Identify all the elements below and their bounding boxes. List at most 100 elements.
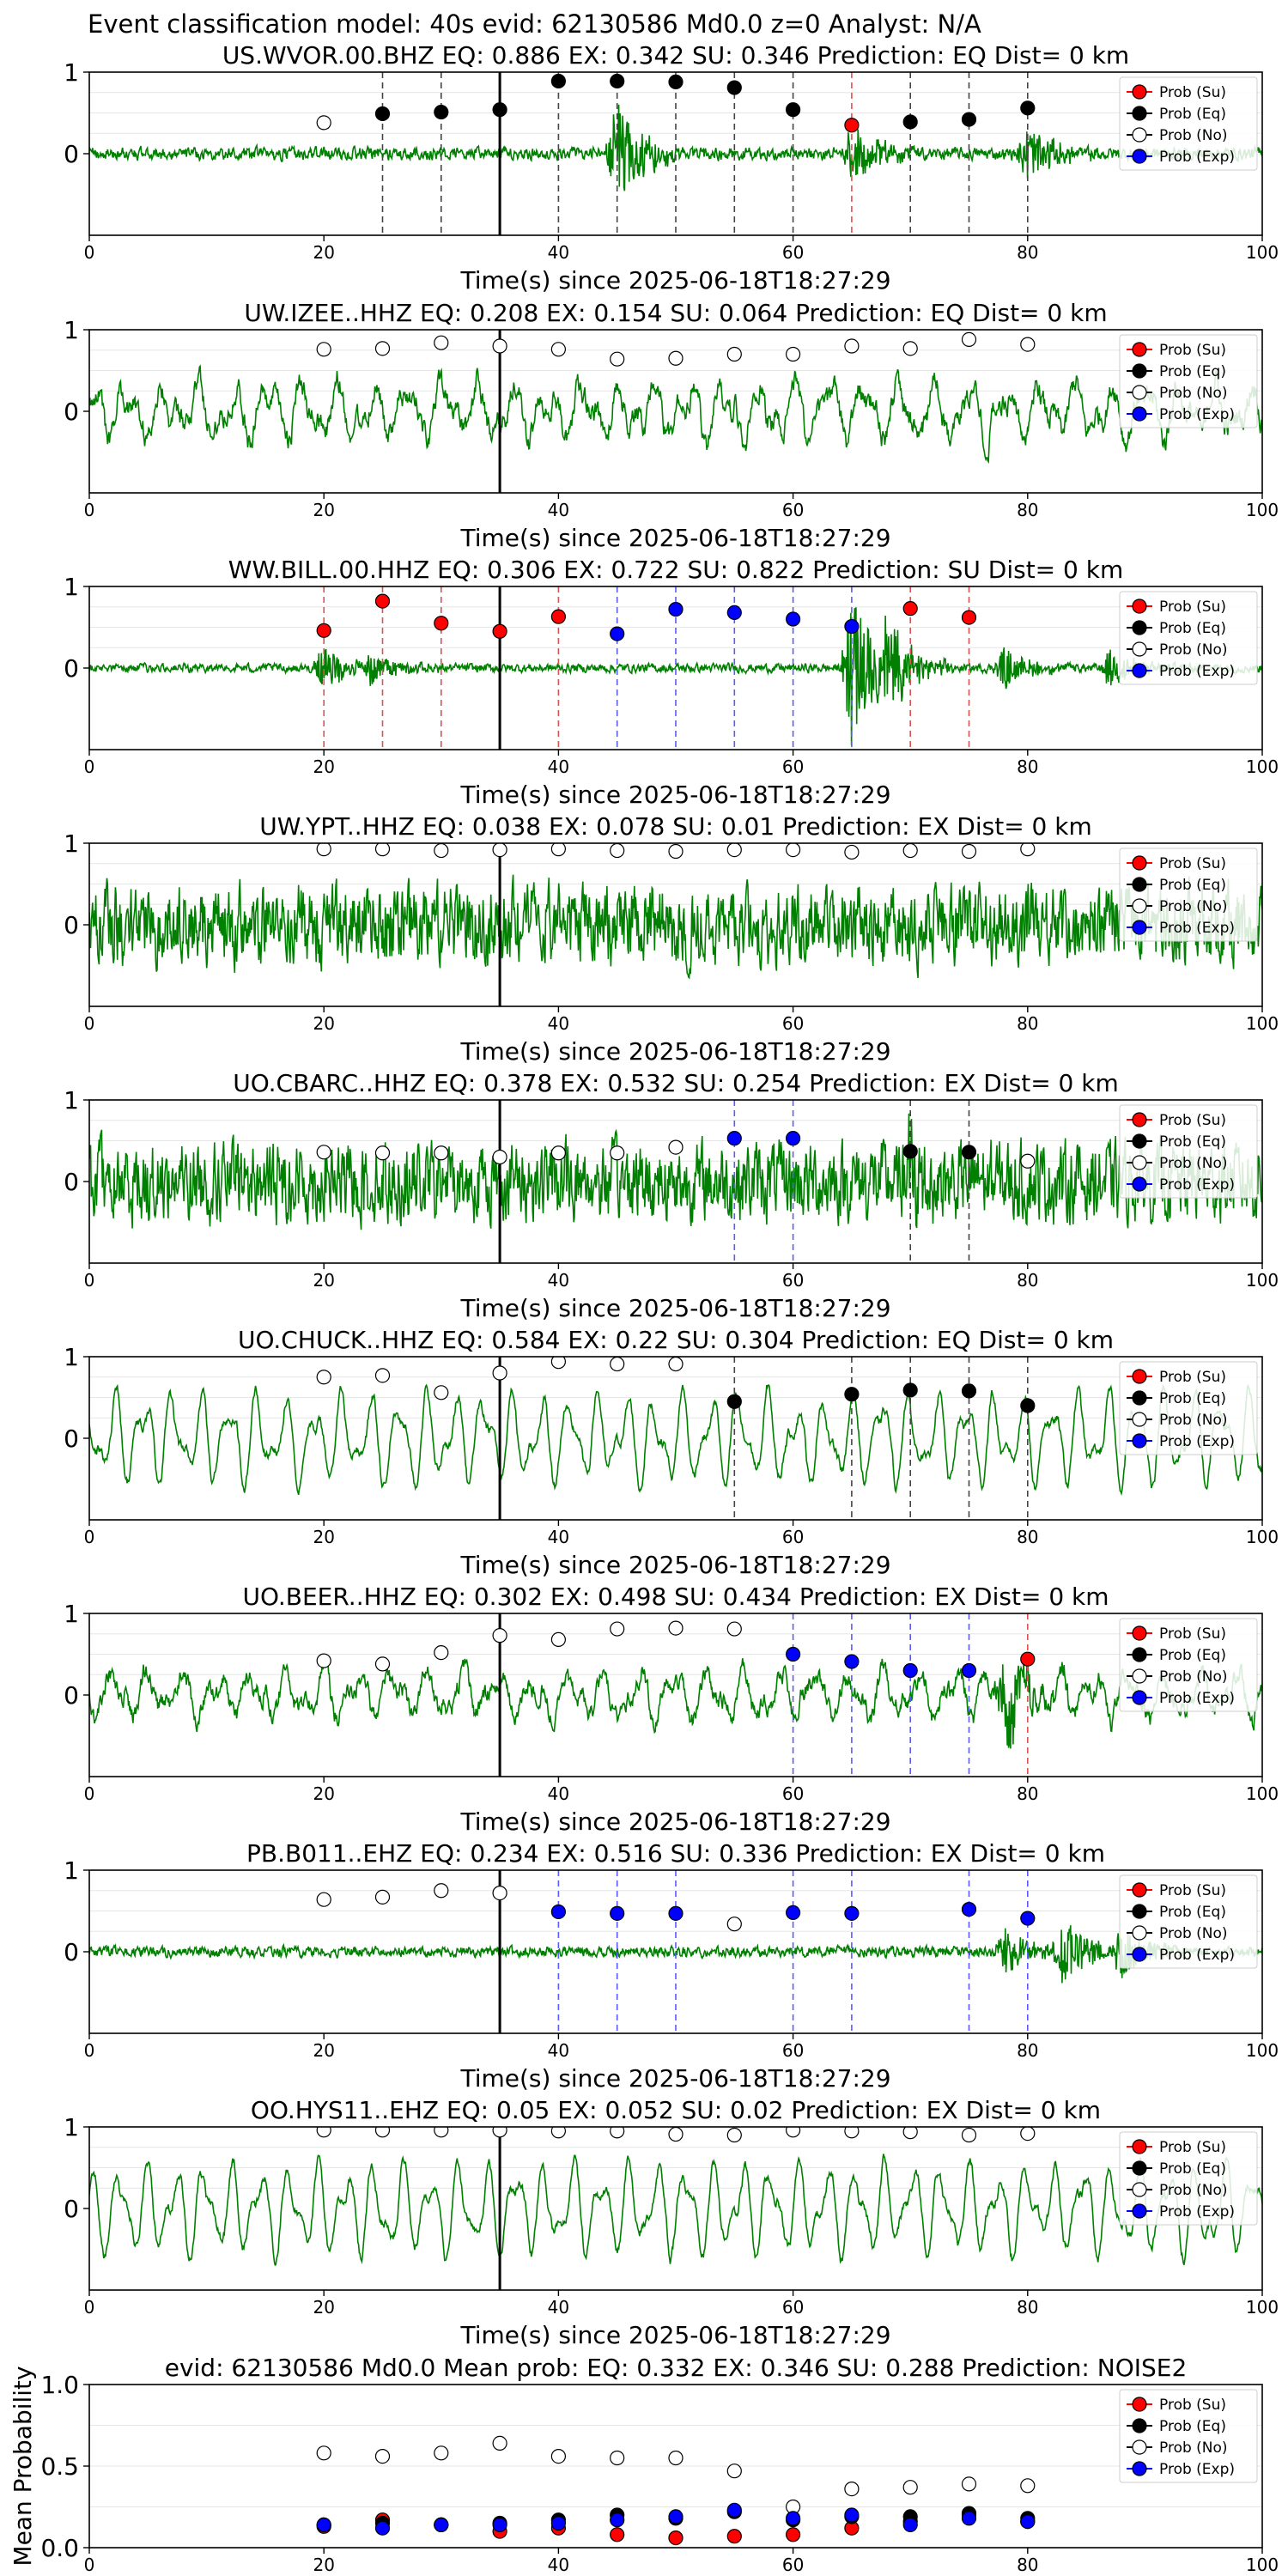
prob-point-no xyxy=(668,1139,683,1155)
mean-point-no xyxy=(610,2450,625,2466)
panel-title: UO.BEER..HHZ EQ: 0.302 EX: 0.498 SU: 0.4… xyxy=(242,1583,1109,1611)
legend-label-su: Prob (Su) xyxy=(1159,342,1226,359)
prob-point-no xyxy=(1020,1153,1036,1169)
panel-1: US.WVOR.00.BHZ EQ: 0.886 EX: 0.342 SU: 0… xyxy=(64,41,1279,295)
prob-point-no xyxy=(434,1145,449,1161)
waveform-trace xyxy=(89,1654,1262,1749)
waveform-trace xyxy=(89,1383,1262,1497)
mean-point-exp xyxy=(550,2515,567,2531)
prob-point-su xyxy=(961,610,977,625)
mean-point-no xyxy=(316,2445,331,2461)
prob-point-no xyxy=(434,1385,449,1400)
mean-point-no xyxy=(492,2435,507,2451)
legend: Prob (Su) Prob (Eq) Prob (No) Prob (Exp) xyxy=(1119,1361,1258,1455)
prob-point-no xyxy=(1020,2127,1036,2142)
prob-point-exp xyxy=(844,1654,860,1669)
legend-item-exp: Prob (Exp) xyxy=(1127,1947,1235,1964)
legend: Prob (Su) Prob (Eq) Prob (No) Prob (Exp) xyxy=(1119,848,1258,942)
x-tick-label: 40 xyxy=(548,1013,569,1034)
prob-point-no xyxy=(316,1892,331,1907)
prob-point-exp xyxy=(726,605,742,621)
legend-item-su: Prob (Su) xyxy=(1127,1882,1226,1899)
prob-point-no xyxy=(550,2127,566,2139)
y-tick-label: 0.0 xyxy=(40,2534,79,2562)
panel-title: UO.CHUCK..HHZ EQ: 0.584 EX: 0.22 SU: 0.3… xyxy=(238,1326,1114,1354)
legend-marker-no xyxy=(1132,1925,1147,1941)
mean-point-no xyxy=(668,2450,683,2466)
prob-point-no xyxy=(374,843,391,857)
mean-point-exp xyxy=(668,2509,683,2524)
legend-marker-exp xyxy=(1132,2461,1147,2476)
prob-point-no xyxy=(961,331,977,347)
y-tick-label: 1 xyxy=(64,58,79,87)
prob-point-no xyxy=(610,1145,625,1161)
legend-label-su: Prob (Su) xyxy=(1159,2139,1226,2156)
prob-point-no xyxy=(492,338,507,354)
legend-marker-no xyxy=(1132,1668,1147,1684)
legend-marker-eq xyxy=(1132,1647,1147,1662)
legend-marker-su xyxy=(1132,855,1147,871)
legend-marker-exp xyxy=(1132,1433,1147,1449)
legend-label-no: Prob (No) xyxy=(1159,127,1228,144)
x-tick-label: 40 xyxy=(548,2555,569,2575)
prob-point-exp xyxy=(550,1904,567,1920)
legend-item-exp: Prob (Exp) xyxy=(1127,920,1235,937)
legend-label-exp: Prob (Exp) xyxy=(1159,1690,1235,1707)
legend: Prob (Su) Prob (Eq) Prob (No) Prob (Exp) xyxy=(1119,2131,1258,2226)
x-tick-label: 80 xyxy=(1017,1270,1038,1291)
x-tick-label: 20 xyxy=(313,1527,334,1547)
mean-point-exp xyxy=(785,2511,801,2526)
x-axis-label: Time(s) since 2025-06-18T18:27:29 xyxy=(459,266,890,295)
x-tick-label: 80 xyxy=(1017,2297,1038,2318)
legend-item-exp: Prob (Exp) xyxy=(1127,1433,1235,1450)
panel-3: WW.BILL.00.HHZ EQ: 0.306 EX: 0.722 SU: 0… xyxy=(64,556,1279,809)
prob-point-no xyxy=(668,1620,683,1636)
x-tick-label: 20 xyxy=(313,500,334,520)
prob-point-no xyxy=(726,1917,742,1932)
mean-point-su xyxy=(610,2527,625,2543)
prob-point-exp xyxy=(961,1902,977,1917)
prob-point-eq xyxy=(1020,1398,1036,1413)
legend-item-su: Prob (Su) xyxy=(1127,1625,1226,1643)
legend-label-eq: Prob (Eq) xyxy=(1159,1904,1226,1921)
waveform-trace xyxy=(89,1113,1262,1230)
prob-point-no xyxy=(726,1621,742,1637)
x-tick-label: 0 xyxy=(84,242,95,263)
prob-point-no xyxy=(316,843,331,857)
prob-point-no xyxy=(726,2127,742,2143)
legend-box xyxy=(1119,1104,1258,1199)
legend-item-exp: Prob (Exp) xyxy=(1127,2461,1235,2478)
prob-point-eq xyxy=(902,114,918,130)
prob-point-no xyxy=(610,351,625,367)
legend-label-su: Prob (Su) xyxy=(1159,598,1226,616)
prob-point-no xyxy=(550,1357,566,1370)
prob-point-eq xyxy=(610,73,625,89)
x-tick-label: 0 xyxy=(84,2555,95,2575)
y-axis-label: Mean Probability xyxy=(9,2366,37,2566)
legend-marker-exp xyxy=(1132,1947,1147,1962)
legend-label-exp: Prob (Exp) xyxy=(1159,149,1235,166)
prob-point-no xyxy=(550,1145,567,1161)
prob-point-eq xyxy=(961,112,977,127)
plot-area xyxy=(89,2425,1262,2546)
x-tick-label: 80 xyxy=(1017,2555,1038,2575)
mean-point-no xyxy=(550,2449,567,2464)
legend-label-no: Prob (No) xyxy=(1159,1668,1228,1686)
legend-marker-su xyxy=(1132,84,1147,100)
legend-marker-exp xyxy=(1132,1176,1147,1192)
panels-container: US.WVOR.00.BHZ EQ: 0.886 EX: 0.342 SU: 0… xyxy=(9,41,1279,2575)
legend-label-eq: Prob (Eq) xyxy=(1159,2418,1226,2435)
prob-point-eq xyxy=(550,73,567,89)
legend-box xyxy=(1119,848,1258,942)
x-tick-label: 20 xyxy=(313,1013,334,1034)
legend-item-exp: Prob (Exp) xyxy=(1127,663,1235,680)
panel-4: UW.YPT..HHZ EQ: 0.038 EX: 0.078 SU: 0.01… xyxy=(64,812,1279,1066)
prob-point-no xyxy=(668,843,683,860)
y-tick-label: 0 xyxy=(64,1168,79,1196)
legend-marker-eq xyxy=(1132,106,1147,121)
legend: Prob (Su) Prob (Eq) Prob (No) Prob (Exp) xyxy=(1119,591,1258,685)
x-tick-label: 60 xyxy=(782,1783,804,1804)
prob-point-no xyxy=(374,2127,391,2138)
prob-point-exp xyxy=(668,1905,683,1921)
